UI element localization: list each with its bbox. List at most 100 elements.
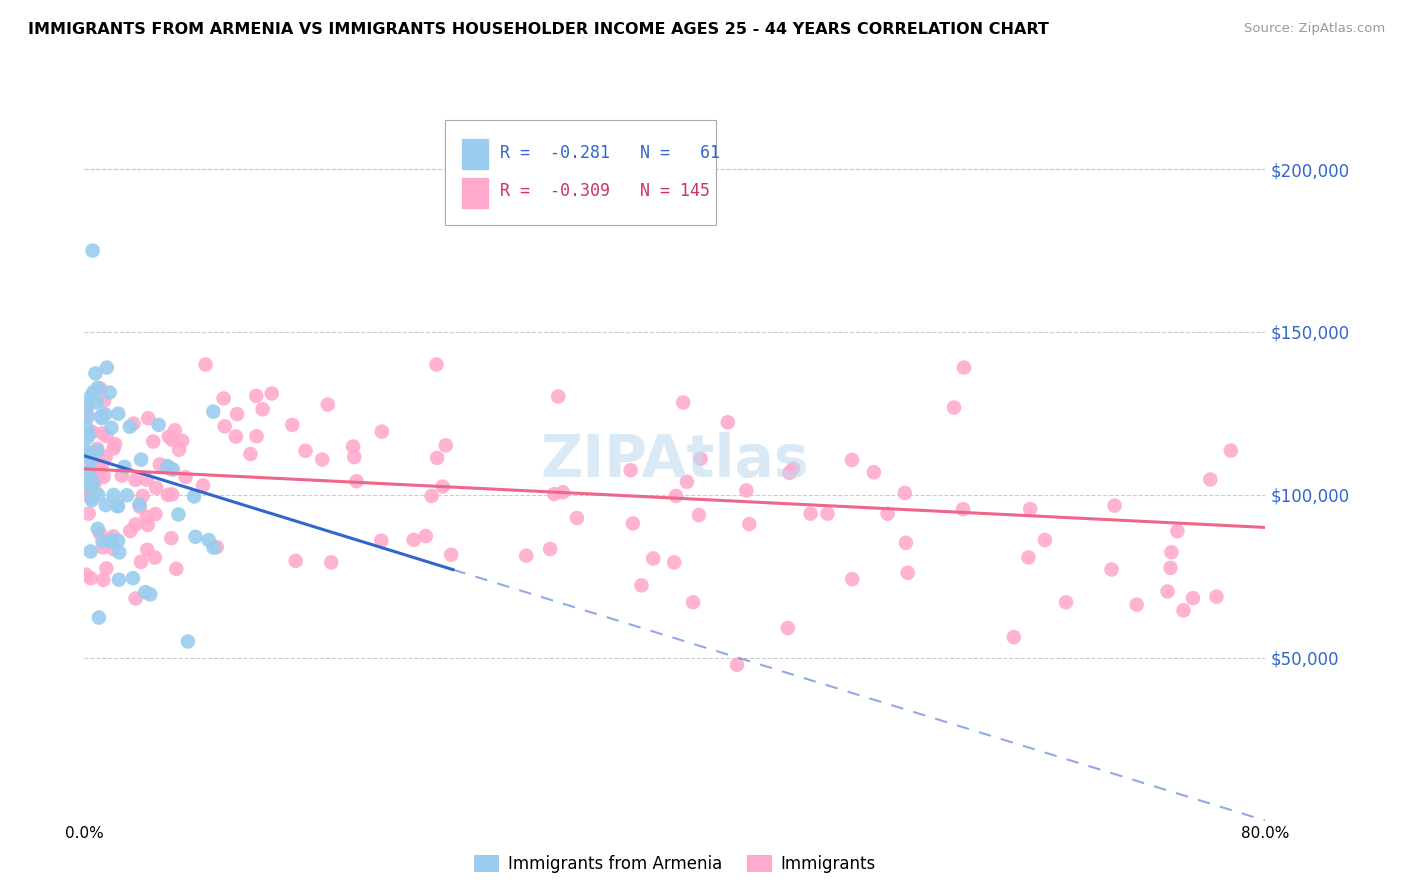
Point xyxy=(547,389,569,403)
Point xyxy=(643,551,665,566)
Text: R =  -0.309   N = 145: R = -0.309 N = 145 xyxy=(501,182,710,200)
Point xyxy=(662,555,685,569)
Point xyxy=(76,398,98,412)
Text: Source: ZipAtlas.com: Source: ZipAtlas.com xyxy=(1244,22,1385,36)
Point xyxy=(894,486,917,500)
Point xyxy=(172,434,194,448)
Point xyxy=(343,450,366,464)
Point xyxy=(311,452,333,467)
Point xyxy=(321,555,343,569)
Point xyxy=(420,489,443,503)
Point xyxy=(342,440,364,454)
Point xyxy=(876,507,898,521)
Point xyxy=(245,389,267,403)
Point xyxy=(665,489,688,503)
Point xyxy=(77,427,100,442)
Point xyxy=(83,476,105,491)
Point xyxy=(118,419,141,434)
Point xyxy=(75,443,97,458)
Point xyxy=(76,401,98,415)
Point xyxy=(434,438,457,452)
Point xyxy=(128,500,150,514)
Text: ZIPAtlas: ZIPAtlas xyxy=(540,433,810,490)
Point xyxy=(124,473,146,487)
Point xyxy=(156,488,179,502)
Point xyxy=(93,393,115,408)
FancyBboxPatch shape xyxy=(463,139,488,169)
Point xyxy=(252,402,274,417)
Point xyxy=(80,571,103,585)
Point xyxy=(148,417,170,432)
Point xyxy=(689,451,711,466)
Point xyxy=(75,477,97,491)
Point xyxy=(136,411,159,425)
Point xyxy=(551,485,574,500)
Point xyxy=(425,358,447,372)
Point xyxy=(191,478,214,492)
Point xyxy=(80,493,103,508)
Point xyxy=(738,516,761,531)
Point xyxy=(77,507,100,521)
Point xyxy=(440,548,463,562)
FancyBboxPatch shape xyxy=(444,120,716,225)
Point xyxy=(952,502,974,516)
Point xyxy=(76,430,98,444)
Point xyxy=(115,488,138,502)
Point xyxy=(80,389,103,403)
Point xyxy=(1166,524,1188,539)
Point xyxy=(370,533,392,548)
Point xyxy=(863,465,886,479)
Point xyxy=(426,450,449,465)
Point xyxy=(122,417,145,431)
Point xyxy=(630,578,652,592)
Point xyxy=(89,526,111,541)
Point xyxy=(104,437,127,451)
Point xyxy=(1159,561,1181,575)
Point xyxy=(83,486,105,500)
Point xyxy=(107,499,129,513)
Point xyxy=(111,468,134,483)
Point xyxy=(139,587,162,601)
Point xyxy=(79,464,101,478)
Point xyxy=(953,360,976,375)
Point xyxy=(124,591,146,606)
Point xyxy=(79,544,101,558)
Point xyxy=(107,533,129,548)
Point xyxy=(87,381,110,395)
Point xyxy=(87,522,110,536)
Text: R =  -0.281   N =   61: R = -0.281 N = 61 xyxy=(501,144,720,162)
Point xyxy=(688,508,710,522)
Point xyxy=(1033,533,1056,547)
Point xyxy=(177,634,200,648)
Point xyxy=(402,533,425,547)
Point xyxy=(100,421,122,435)
Point xyxy=(245,429,267,443)
Point xyxy=(87,488,110,502)
Point xyxy=(107,407,129,421)
Point xyxy=(1219,443,1241,458)
Point xyxy=(371,425,394,439)
Point xyxy=(87,610,110,624)
Point xyxy=(415,529,437,543)
Point xyxy=(75,567,97,582)
Point xyxy=(94,498,117,512)
Point xyxy=(239,447,262,461)
Point xyxy=(75,485,97,500)
Point xyxy=(128,497,150,511)
Point xyxy=(676,475,699,489)
Point xyxy=(281,417,304,432)
Text: IMMIGRANTS FROM ARMENIA VS IMMIGRANTS HOUSEHOLDER INCOME AGES 25 - 44 YEARS CORR: IMMIGRANTS FROM ARMENIA VS IMMIGRANTS HO… xyxy=(28,22,1049,37)
Point xyxy=(294,443,316,458)
Point xyxy=(156,460,179,475)
Point xyxy=(76,420,98,434)
Point xyxy=(108,573,131,587)
Point xyxy=(124,517,146,532)
Point xyxy=(194,358,217,372)
Point xyxy=(284,554,307,568)
Point xyxy=(197,533,219,547)
Point xyxy=(202,541,225,555)
Point xyxy=(90,409,112,424)
Point xyxy=(1054,595,1077,609)
Point xyxy=(82,475,104,490)
Point xyxy=(1156,584,1178,599)
